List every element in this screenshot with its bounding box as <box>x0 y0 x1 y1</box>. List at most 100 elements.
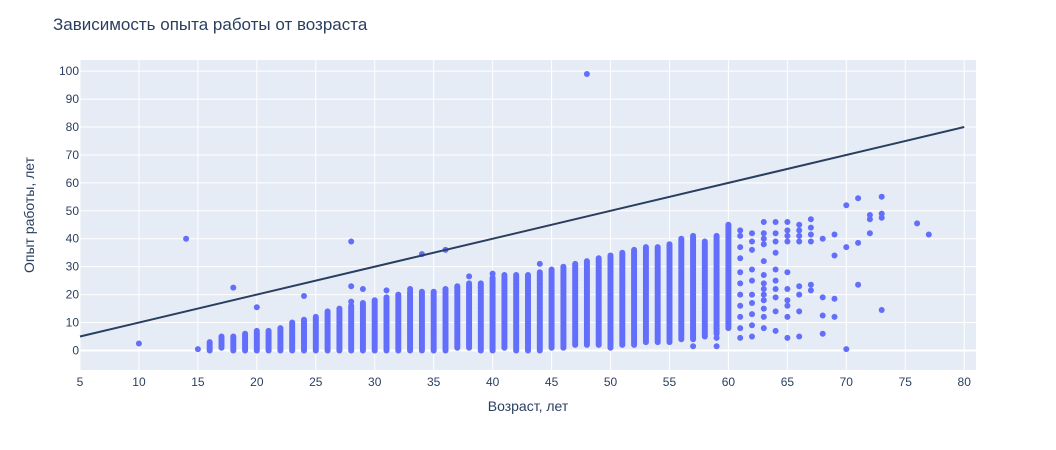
data-point <box>701 238 708 245</box>
x-tick-label: 50 <box>604 375 618 389</box>
data-point <box>407 286 414 292</box>
data-point <box>760 235 767 242</box>
data-point <box>277 325 284 332</box>
data-point <box>725 221 732 228</box>
data-point <box>760 272 767 278</box>
data-point <box>749 238 755 245</box>
data-point <box>772 266 779 273</box>
data-point <box>642 244 649 251</box>
data-point <box>843 202 850 209</box>
data-point <box>796 221 803 228</box>
data-point <box>301 316 307 323</box>
data-point <box>749 230 755 237</box>
data-point <box>878 210 885 217</box>
data-point <box>513 272 520 278</box>
data-point <box>536 260 543 267</box>
data-point <box>784 269 791 276</box>
data-point <box>737 232 744 239</box>
y-tick-label: 0 <box>72 343 79 357</box>
data-point <box>796 308 803 315</box>
data-point <box>925 231 932 238</box>
x-tick-label: 45 <box>545 375 559 389</box>
data-point <box>831 252 838 259</box>
data-point <box>359 300 366 306</box>
data-point <box>595 255 602 262</box>
data-point <box>583 71 590 77</box>
data-point <box>289 319 296 326</box>
data-point <box>760 280 767 287</box>
data-point <box>194 346 201 353</box>
data-point <box>466 273 473 280</box>
data-point <box>855 195 862 202</box>
x-tick-label: 80 <box>958 375 972 389</box>
y-tick-label: 60 <box>66 176 80 190</box>
data-point <box>253 327 260 334</box>
data-point <box>760 297 767 304</box>
data-point <box>843 244 850 251</box>
data-point <box>737 255 744 262</box>
data-points <box>135 71 932 354</box>
data-point <box>749 277 755 284</box>
data-point <box>253 304 260 311</box>
x-tick-label: 30 <box>368 375 382 389</box>
data-point <box>312 313 319 320</box>
data-point <box>807 287 814 294</box>
y-tick-label: 70 <box>66 148 80 162</box>
data-point <box>230 284 237 291</box>
data-point <box>619 249 626 256</box>
data-point <box>772 249 779 256</box>
data-point <box>866 216 873 223</box>
data-point <box>760 291 767 298</box>
data-point <box>536 269 543 276</box>
data-point <box>383 287 390 294</box>
x-tick-label: 20 <box>250 375 264 389</box>
data-point <box>760 325 767 332</box>
reference-line <box>79 126 965 338</box>
data-point <box>466 280 473 287</box>
x-tick-label: 15 <box>191 375 205 389</box>
chart-title: Зависимость опыта работы от возраста <box>53 15 368 34</box>
data-point <box>713 325 720 332</box>
data-point <box>654 244 661 251</box>
data-point <box>772 277 779 284</box>
data-point <box>301 293 307 299</box>
data-point <box>772 294 779 301</box>
data-point <box>430 288 437 295</box>
data-point <box>607 252 614 259</box>
data-point <box>878 193 885 200</box>
data-point <box>631 246 638 253</box>
data-point <box>548 266 555 273</box>
data-point <box>477 280 484 287</box>
data-point <box>796 283 803 290</box>
data-point <box>866 212 873 218</box>
x-tick-label: 5 <box>77 375 84 389</box>
data-point <box>878 307 885 313</box>
x-axis-title: Возраст, лет <box>488 398 569 414</box>
data-point <box>843 346 850 353</box>
data-point <box>737 227 744 234</box>
data-point <box>772 219 779 225</box>
data-point <box>772 238 779 245</box>
data-point <box>690 334 697 341</box>
data-point <box>737 280 744 287</box>
data-point <box>760 313 767 320</box>
data-point <box>749 246 755 253</box>
data-point <box>855 239 862 246</box>
data-point <box>713 343 720 350</box>
data-point <box>737 269 744 276</box>
data-point <box>525 272 531 278</box>
y-axis-ticks: 0 10 20 30 40 50 60 70 80 90 100 <box>59 64 79 357</box>
data-point <box>501 272 508 278</box>
data-point <box>230 333 237 340</box>
y-tick-label: 20 <box>66 288 80 302</box>
y-tick-label: 30 <box>66 260 80 274</box>
data-point <box>796 291 803 298</box>
data-point <box>772 308 779 315</box>
data-point <box>265 327 272 334</box>
data-point <box>784 313 791 320</box>
data-point <box>760 286 767 292</box>
data-point <box>737 302 744 309</box>
data-point <box>772 286 779 292</box>
data-point <box>607 343 614 350</box>
